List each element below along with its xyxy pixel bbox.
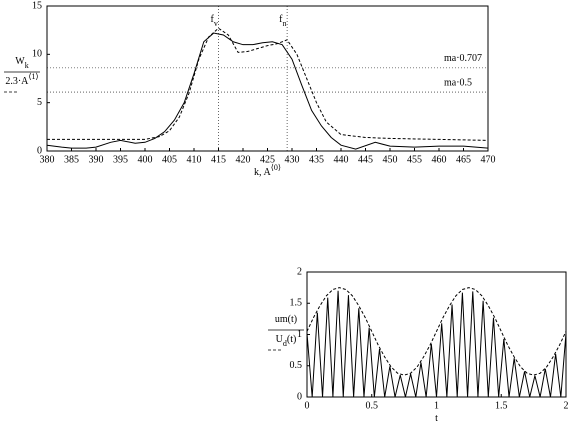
y-tick-label: 1.5: [290, 298, 303, 309]
y-tick-label: 2: [297, 266, 302, 277]
x-tick-label: 470: [481, 154, 496, 165]
series-line: [306, 290, 567, 398]
series-line: [306, 287, 567, 376]
x-tick-label: 385: [64, 154, 79, 165]
reference-label: fv: [211, 14, 218, 28]
x-tick-label: 0: [305, 400, 310, 411]
x-tick-label: 450: [383, 154, 398, 165]
y-tick-label: 1: [297, 329, 302, 340]
reference-label: ma·0.707: [444, 53, 482, 64]
y-tick-label: 0.5: [290, 360, 303, 371]
x-tick-label: 415: [211, 154, 226, 165]
y-tick-label: 10: [32, 49, 42, 60]
x-tick-label: 430: [285, 154, 300, 165]
text-run: um(t): [275, 314, 297, 325]
text-run: (t): [287, 334, 296, 345]
series-line: [47, 27, 489, 141]
x-tick-label: 465: [456, 154, 471, 165]
plot-frame: [46, 5, 489, 152]
x-tick-label: 440: [334, 154, 349, 165]
x-tick-label: 395: [113, 154, 128, 165]
reference-label: fn: [279, 14, 286, 28]
text-run: ⟨1⟩: [28, 72, 38, 81]
x-tick-label: 400: [138, 154, 153, 165]
x-tick-label: 445: [358, 154, 373, 165]
y-tick-label: 0: [37, 145, 42, 156]
text-run: W: [15, 56, 25, 67]
legend-label: um(t): [275, 314, 297, 325]
legend-label: Ud(t): [276, 334, 297, 348]
text-run: f: [211, 14, 215, 25]
text-run: 2.3·A: [5, 76, 29, 87]
series-line: [46, 32, 489, 150]
text-run: n: [282, 19, 286, 28]
reference-label: ma·0.5: [444, 77, 472, 88]
text-run: d: [283, 339, 287, 348]
x-tick-label: 1.5: [495, 400, 508, 411]
x-tick-label: 390: [89, 154, 104, 165]
y-tick-label: 5: [37, 97, 42, 108]
x-tick-label: 455: [407, 154, 422, 165]
x-tick-label: 405: [162, 154, 177, 165]
text-run: k: [25, 61, 29, 70]
x-tick-label: 410: [187, 154, 202, 165]
y-tick-label: 15: [32, 0, 42, 11]
text-run: f: [279, 14, 283, 25]
text-run: U: [276, 334, 284, 345]
x-tick-label: 2: [564, 400, 569, 411]
text-run: t: [435, 413, 438, 422]
text-run: ⟨0⟩: [271, 163, 281, 172]
x-tick-label: 460: [432, 154, 447, 165]
x-tick-label: 425: [260, 154, 275, 165]
text-run: k, A: [254, 167, 271, 178]
plot-frame: [306, 271, 567, 398]
x-tick-label: 380: [40, 154, 55, 165]
text-run: v: [214, 19, 218, 28]
x-tick-label: 435: [309, 154, 324, 165]
x-tick-label: 0.5: [366, 400, 379, 411]
legend-label: 2.3·A⟨1⟩: [5, 72, 38, 87]
y-tick-label: 0: [297, 391, 302, 402]
x-tick-label: 420: [236, 154, 251, 165]
x-tick-label: 1: [434, 400, 439, 411]
legend-label: Wk: [15, 56, 28, 70]
x-axis-label: t: [435, 413, 438, 422]
x-axis-label: k, A⟨0⟩: [254, 163, 281, 178]
